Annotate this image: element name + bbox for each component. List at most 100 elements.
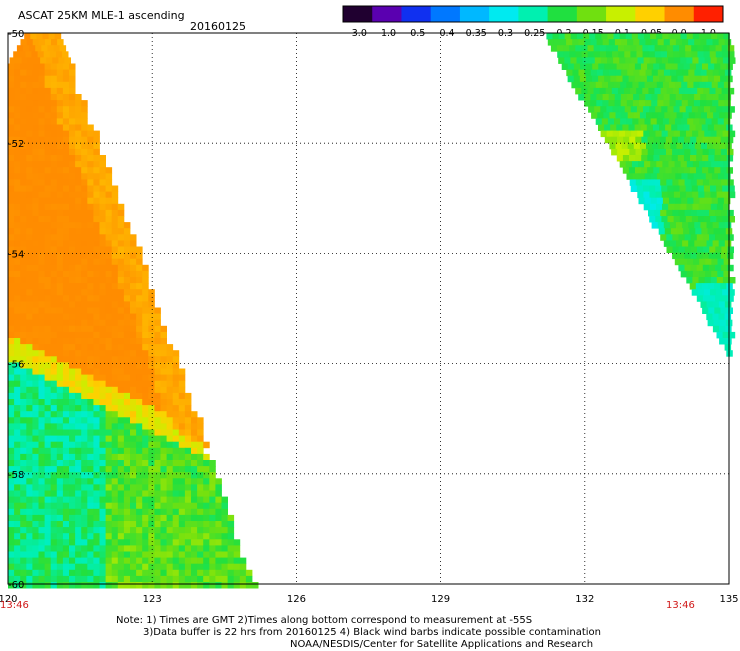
swath-cell: [14, 435, 21, 443]
swath-cell: [707, 319, 715, 327]
swath-cell: [93, 338, 100, 345]
swath-cell: [69, 472, 76, 479]
swath-cell: [668, 161, 675, 168]
swath-cell: [62, 136, 70, 144]
swath-cell: [136, 258, 143, 266]
swath-cell: [160, 582, 167, 589]
swath-cell: [26, 185, 33, 192]
swath-cell: [154, 350, 161, 357]
swath-cell: [26, 331, 33, 339]
swath-cell: [578, 94, 585, 101]
swath-cell: [58, 57, 65, 64]
swath-cell: [32, 460, 39, 467]
swath-cell: [32, 569, 39, 577]
swath-cell: [38, 203, 45, 211]
swath-cell: [123, 582, 131, 589]
swath-cell: [623, 148, 630, 156]
swath-cell: [567, 75, 575, 83]
swath-cell: [99, 161, 106, 168]
swath-cell: [111, 356, 119, 363]
swath-cell: [587, 45, 594, 52]
swath-cell: [634, 63, 642, 70]
swath-cell: [20, 484, 27, 491]
swath-cell: [727, 179, 734, 186]
swath-cell: [99, 258, 106, 266]
swath-cell: [93, 331, 100, 339]
swath-cell: [680, 203, 687, 211]
swath-cell: [111, 331, 119, 339]
swath-cell: [172, 557, 180, 565]
swath-cell: [117, 405, 125, 412]
swath-cell: [123, 563, 131, 571]
swath-cell: [111, 508, 119, 516]
swath-cell: [655, 203, 663, 211]
swath-cell: [698, 57, 705, 64]
swath-cell: [635, 148, 642, 156]
swath-cell: [56, 94, 64, 101]
swath-cell: [44, 380, 52, 388]
swath-cell: [239, 582, 247, 589]
swath-cell: [652, 142, 659, 150]
swath-cell: [172, 521, 180, 528]
swath-cell: [178, 472, 186, 479]
swath-cell: [14, 545, 21, 552]
swath-cell: [123, 246, 131, 253]
swath-cell: [178, 527, 186, 534]
swath-cell: [564, 57, 571, 64]
swath-cell: [26, 197, 33, 205]
swath-cell: [148, 478, 155, 485]
swath-cell: [604, 124, 611, 131]
swath-cell: [26, 551, 33, 558]
swath-cell: [160, 356, 167, 363]
swath-cell: [674, 57, 681, 64]
swath-cell: [683, 167, 691, 174]
swath-cell: [694, 94, 701, 101]
swath-cell: [172, 350, 180, 357]
swath-cell: [720, 124, 727, 131]
swath-cell: [62, 264, 70, 272]
swath-cell: [117, 460, 125, 467]
swath-cell: [14, 264, 21, 272]
swath-cell: [136, 551, 143, 558]
swath-cell: [160, 405, 167, 412]
swath-cell: [130, 313, 137, 321]
swath-cell: [105, 533, 113, 540]
swath-cell: [719, 319, 727, 327]
swath-cell: [14, 362, 21, 369]
swath-cell: [708, 167, 715, 174]
swath-cell: [62, 106, 70, 113]
swath-cell: [69, 411, 76, 418]
swath-cell: [693, 118, 700, 125]
swath-cell: [81, 264, 88, 272]
swath-cell: [69, 490, 76, 497]
swath-cell: [14, 136, 21, 144]
swath-cell: [56, 411, 64, 418]
swath-cell: [130, 508, 137, 516]
swath-cell: [670, 228, 678, 235]
swath-cell: [714, 167, 721, 174]
swath-cell: [99, 508, 106, 516]
swath-cell: [75, 466, 82, 473]
swath-cell: [684, 148, 691, 156]
swath-cell: [117, 563, 125, 571]
swath-cell: [680, 161, 688, 168]
swath-cell: [20, 392, 27, 400]
swath-cell: [641, 63, 648, 70]
swath-cell: [227, 545, 235, 552]
swath-cell: [692, 203, 699, 211]
swath-cell: [50, 582, 58, 589]
swath-cell: [704, 216, 711, 223]
swath-cell: [8, 441, 15, 449]
swath-cell: [123, 405, 131, 412]
swath-cell: [8, 179, 15, 186]
swath-cell: [20, 453, 27, 461]
swath-cell: [706, 301, 714, 308]
swath-cell: [32, 136, 39, 144]
swath-cell: [105, 185, 113, 192]
swath-cell: [570, 57, 577, 64]
swath-cell: [38, 478, 45, 485]
swath-cell: [111, 405, 119, 412]
swath-cell: [32, 417, 39, 424]
swath-cell: [26, 39, 34, 46]
swath-cell: [675, 118, 682, 125]
